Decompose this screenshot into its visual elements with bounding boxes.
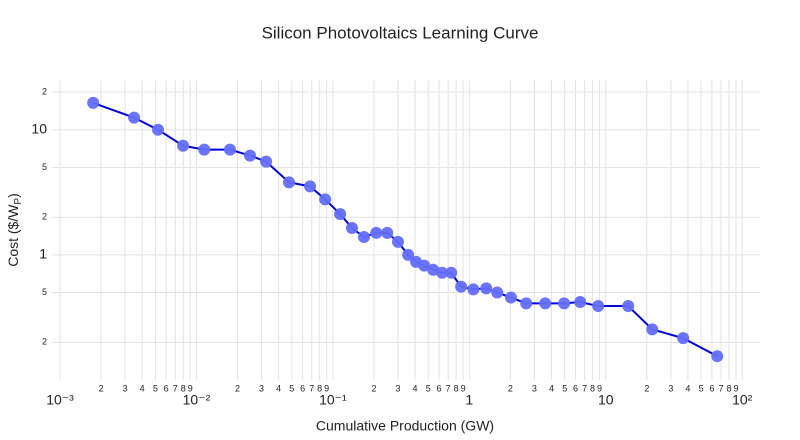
data-point: [574, 296, 587, 309]
x-tick-label: 5: [289, 383, 294, 393]
x-tick-label: 9: [324, 383, 329, 393]
x-tick-label: 8: [726, 383, 731, 393]
x-tick-label: 3: [123, 383, 128, 393]
data-point: [491, 286, 504, 299]
x-tick-label: 7: [173, 383, 178, 393]
data-point: [592, 300, 605, 313]
data-point: [455, 280, 468, 293]
x-tick-label: 8: [454, 383, 459, 393]
x-tick-label: 10: [598, 392, 614, 408]
data-point: [480, 282, 493, 295]
data-point: [677, 332, 690, 345]
x-tick-label: 3: [532, 383, 537, 393]
x-tick-label: 4: [685, 383, 690, 393]
data-point: [418, 259, 431, 272]
data-point: [357, 231, 370, 244]
data-point: [223, 143, 236, 156]
x-tick-label: 7: [719, 383, 724, 393]
data-point: [646, 323, 659, 336]
data-point: [177, 139, 190, 152]
data-point: [345, 222, 358, 235]
chart-title: Silicon Photovoltaics Learning Curve: [262, 23, 539, 42]
y-axis-title: Cost ($/WP): [5, 193, 24, 267]
x-tick-label: 10⁻³: [46, 392, 74, 408]
x-tick-label: 6: [437, 383, 442, 393]
data-point: [381, 226, 394, 239]
x-tick-label: 3: [259, 383, 264, 393]
x-axis-title: Cumulative Production (GW): [316, 418, 494, 434]
data-point: [504, 291, 517, 304]
plot: [87, 96, 724, 363]
x-tick-label: 5: [426, 383, 431, 393]
y-tick-label: 5: [42, 287, 47, 297]
y-tick-label: 1: [39, 246, 47, 262]
x-tick-label: 6: [164, 383, 169, 393]
data-point: [445, 266, 458, 279]
x-tick-label: 7: [582, 383, 587, 393]
x-tick-label: 6: [300, 383, 305, 393]
x-tick-label: 4: [549, 383, 554, 393]
x-tick-label: 3: [395, 383, 400, 393]
data-point: [520, 297, 533, 310]
x-tick-label: 5: [562, 383, 567, 393]
data-point: [402, 248, 415, 261]
data-point: [467, 283, 480, 296]
data-point: [436, 266, 449, 279]
x-tick-label: 8: [181, 383, 186, 393]
x-tick-label: 9: [188, 383, 193, 393]
data-point: [128, 111, 141, 124]
data-point: [539, 297, 552, 310]
x-tick-label: 7: [446, 383, 451, 393]
data-point: [152, 123, 165, 136]
x-tick-label: 2: [235, 383, 240, 393]
y-tick-label: 10: [31, 120, 47, 136]
y-title-main: Cost ($/W: [5, 204, 21, 267]
data-point: [558, 297, 571, 310]
series-line: [92, 101, 718, 358]
x-tick-label: 9: [733, 383, 738, 393]
x-tick-label: 10²: [732, 392, 753, 408]
x-tick-label: 5: [699, 383, 704, 393]
x-tick-label: 2: [508, 383, 513, 393]
x-tick-label: 2: [644, 383, 649, 393]
x-tick-label: 3: [668, 383, 673, 393]
data-point: [391, 235, 404, 248]
x-tick-label: 10⁻¹: [319, 392, 347, 408]
x-tick-label: 4: [413, 383, 418, 393]
x-tick-label: 8: [317, 383, 322, 393]
x-tick-label: 7: [309, 383, 314, 393]
x-tick-label: 2: [99, 383, 104, 393]
x-tick-label: 10⁻²: [183, 392, 211, 408]
y-tick-label: 2: [42, 212, 47, 222]
x-tick-label: 2: [371, 383, 376, 393]
y-tick-label: 2: [42, 337, 47, 347]
data-point: [244, 149, 257, 162]
data-point: [260, 155, 273, 168]
x-tick-label: 4: [140, 383, 145, 393]
x-tick-label: 8: [590, 383, 595, 393]
data-point: [283, 176, 296, 189]
grid: [52, 80, 760, 380]
y-title-sub: P: [13, 198, 24, 205]
x-tick-label: 4: [276, 383, 281, 393]
data-point: [198, 143, 211, 156]
x-tick-label: 1: [465, 392, 473, 408]
x-tick-label: 6: [709, 383, 714, 393]
data-point: [319, 193, 332, 206]
y-tick-label: 2: [42, 86, 47, 96]
y-title-end: ): [5, 193, 21, 198]
x-tick-label: 5: [153, 383, 158, 393]
x-tick-label: 9: [461, 383, 466, 393]
data-point: [622, 300, 635, 313]
x-tick-label: 9: [597, 383, 602, 393]
data-point: [87, 96, 100, 109]
data-point: [370, 226, 383, 239]
y-tick-label: 5: [42, 162, 47, 172]
data-point: [304, 180, 317, 193]
data-point: [711, 350, 724, 363]
x-tick-label: 6: [573, 383, 578, 393]
data-point: [334, 208, 347, 221]
